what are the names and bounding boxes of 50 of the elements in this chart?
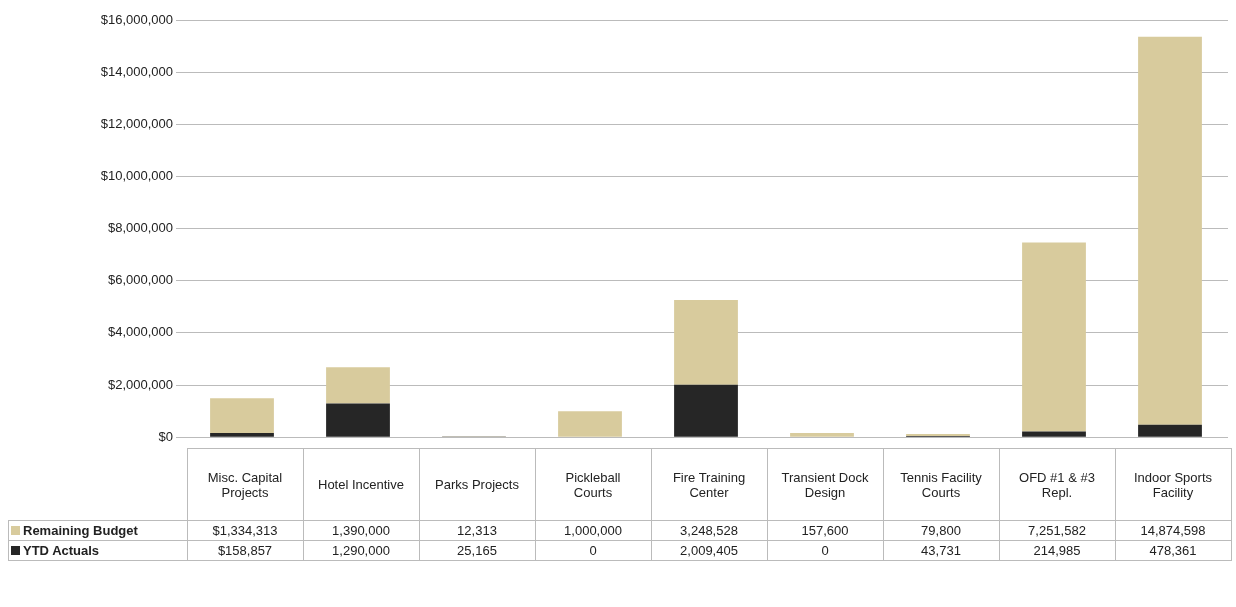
bar xyxy=(210,433,274,437)
x-tick-label: Fire Training Center xyxy=(651,448,767,521)
x-tick-label: Transient Dock Design xyxy=(767,448,883,521)
y-tick-label: $4,000,000 xyxy=(107,324,173,340)
data-label: 157,600 xyxy=(767,520,883,541)
data-label: 478,361 xyxy=(1115,540,1231,561)
data-label: 1,000,000 xyxy=(535,520,651,541)
data-label: 1,290,000 xyxy=(303,540,419,561)
x-tick-label: Misc. Capital Projects xyxy=(187,448,303,521)
data-label: 0 xyxy=(535,540,651,561)
data-label: 43,731 xyxy=(883,540,999,561)
bar xyxy=(210,398,274,434)
bar xyxy=(674,300,738,385)
data-label: 0 xyxy=(767,540,883,561)
x-tick-label: Tennis Facility Courts xyxy=(883,448,999,521)
data-label: 1,390,000 xyxy=(303,520,419,541)
data-label: 14,874,598 xyxy=(1115,520,1231,541)
y-tick-label: $8,000,000 xyxy=(107,220,173,236)
bar xyxy=(1138,424,1202,437)
bar xyxy=(1138,36,1202,425)
legend-label: Remaining Budget xyxy=(8,520,187,541)
x-tick-label: Hotel Incentive xyxy=(303,448,419,521)
y-tick-label: $16,000,000 xyxy=(100,11,173,27)
bar xyxy=(326,367,390,404)
bar xyxy=(1022,431,1086,437)
y-tick-label: $14,000,000 xyxy=(100,63,173,79)
y-tick-label: $12,000,000 xyxy=(100,115,173,131)
bar xyxy=(1022,242,1086,432)
x-tick-label: Parks Projects xyxy=(419,448,535,521)
x-tick-label: OFD #1 & #3 Repl. xyxy=(999,448,1115,521)
bar xyxy=(674,384,738,437)
bar xyxy=(326,403,390,437)
y-tick-label: $0 xyxy=(158,428,173,444)
data-label: 7,251,582 xyxy=(999,520,1115,541)
y-tick-label: $2,000,000 xyxy=(107,376,173,392)
bar xyxy=(790,433,854,437)
x-tick-label: Indoor Sports Facility xyxy=(1115,448,1231,521)
y-tick-label: $6,000,000 xyxy=(107,272,173,288)
y-tick-label: $10,000,000 xyxy=(100,168,173,184)
data-label: $158,857 xyxy=(187,540,303,561)
data-label: 2,009,405 xyxy=(651,540,767,561)
legend-label: YTD Actuals xyxy=(8,540,187,561)
x-tick-label: Pickleball Courts xyxy=(535,448,651,521)
bar xyxy=(558,411,622,437)
data-label: $1,334,313 xyxy=(187,520,303,541)
data-label: 214,985 xyxy=(999,540,1115,561)
data-label: 12,313 xyxy=(419,520,535,541)
data-label: 79,800 xyxy=(883,520,999,541)
data-label: 25,165 xyxy=(419,540,535,561)
data-label: 3,248,528 xyxy=(651,520,767,541)
